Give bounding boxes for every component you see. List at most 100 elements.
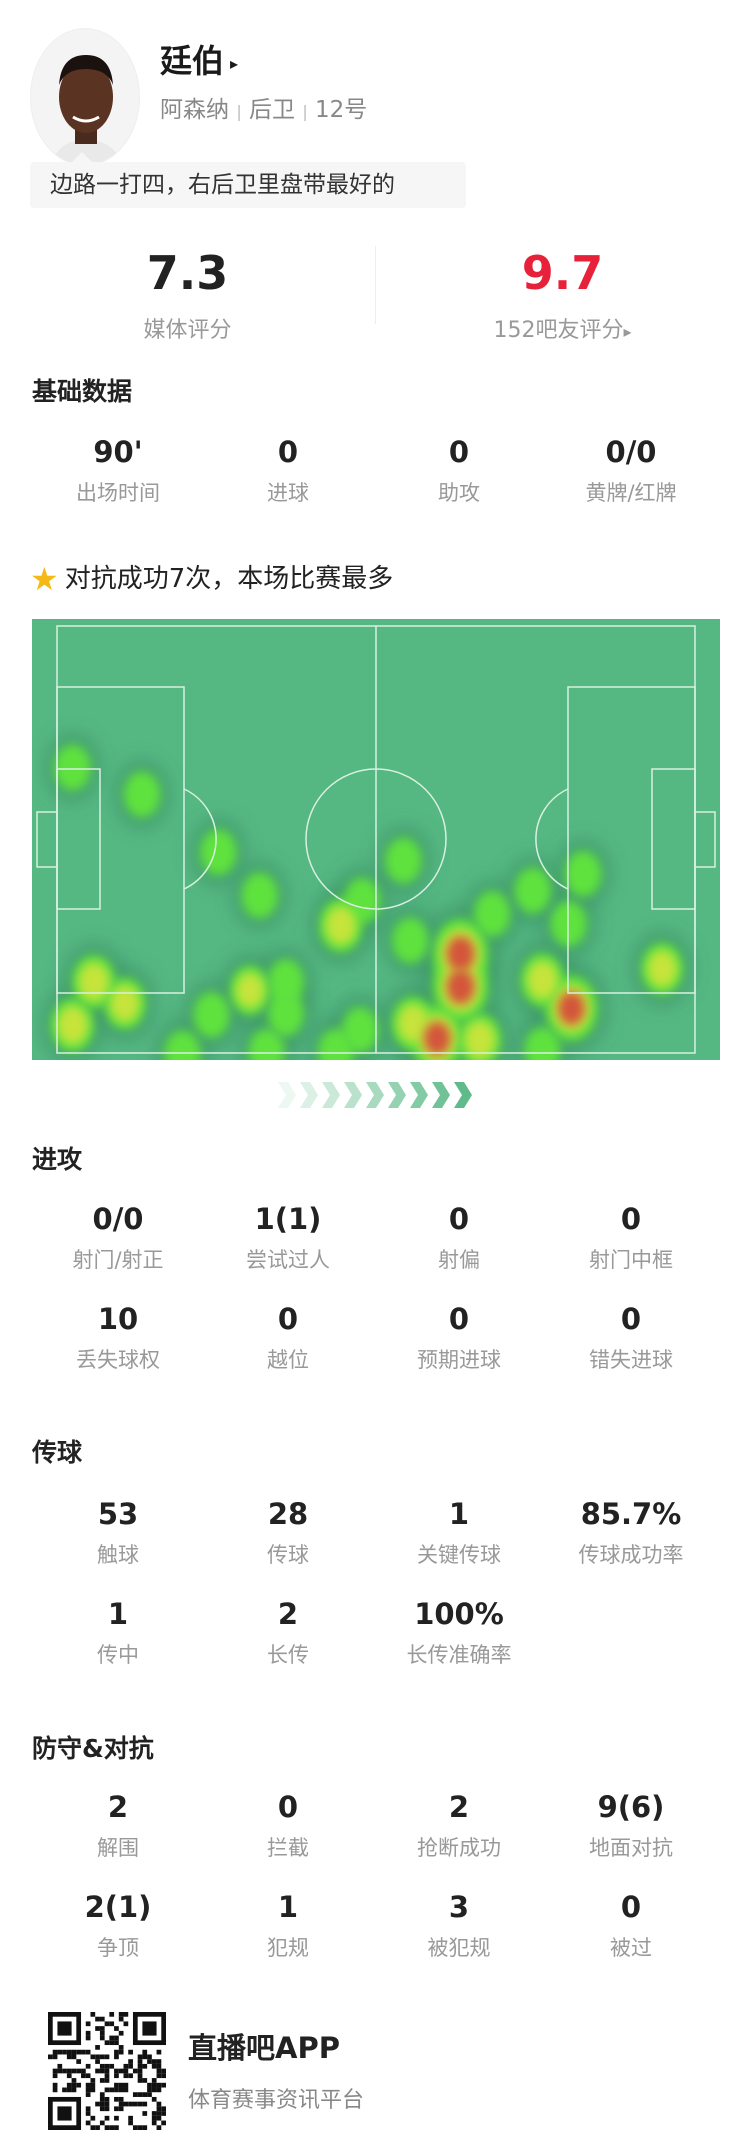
stat-label: 进球 xyxy=(267,481,309,505)
chevron-right-icon xyxy=(454,1082,472,1108)
heatmap-point xyxy=(110,985,140,1022)
player-avatar[interactable] xyxy=(30,28,140,166)
heatmap-point xyxy=(57,1006,88,1045)
player-name[interactable]: 廷伯 ▸ xyxy=(160,42,239,80)
media-rating-label: 媒体评分 xyxy=(143,318,232,343)
heatmap-point xyxy=(241,872,279,919)
heatmap-point xyxy=(236,972,265,1008)
shirt-number: 12号 xyxy=(315,97,368,123)
heatmap-point xyxy=(446,969,475,1005)
section-title-defense: 防守&对抗 xyxy=(32,1734,154,1763)
stat-value: 0 xyxy=(277,1302,299,1336)
brand-tagline: 体育赛事资讯平台 xyxy=(188,2088,365,2113)
heatmap-point xyxy=(78,962,110,1001)
stat-label: 传球 xyxy=(267,1543,309,1567)
chevron-right-icon xyxy=(300,1082,318,1108)
heatmap-point xyxy=(527,961,558,1000)
stat-label: 射偏 xyxy=(438,1248,480,1272)
stat-label: 丢失球权 xyxy=(76,1348,160,1372)
stat-label: 抢断成功 xyxy=(417,1836,501,1860)
stat-value: 10 xyxy=(97,1302,139,1336)
qr-code[interactable] xyxy=(48,2012,166,2130)
heatmap-point xyxy=(200,829,237,876)
stat-value: 0 xyxy=(277,1790,299,1824)
fan-rating-label: 152吧友评分 xyxy=(493,318,624,343)
heatmap-point xyxy=(325,906,357,945)
fan-rating-link[interactable]: 152吧友评分▸ xyxy=(375,312,750,344)
stat-label: 犯规 xyxy=(267,1936,309,1960)
highlight-text: 对抗成功7次，本场比赛最多 xyxy=(64,564,394,594)
stat-label: 射门/射正 xyxy=(72,1248,164,1272)
arrow-right-icon: ▸ xyxy=(230,53,239,73)
star-icon: ★ xyxy=(30,560,59,598)
heatmap-point xyxy=(193,992,230,1039)
stat-label: 被过 xyxy=(610,1936,652,1960)
stat-value: 2 xyxy=(107,1790,129,1824)
stat-label: 触球 xyxy=(97,1543,139,1567)
stat-value: 0 xyxy=(620,1302,642,1336)
heatmap-point xyxy=(473,891,511,938)
stat-value: 3 xyxy=(448,1890,470,1924)
heatmap-pitch xyxy=(32,619,720,1060)
stat-value: 0/0 xyxy=(605,435,657,469)
stat-value: 9(6) xyxy=(597,1790,665,1824)
stat-value: 0 xyxy=(448,1302,470,1336)
section-title-attack: 进攻 xyxy=(32,1145,83,1174)
media-rating-value: 7.3 xyxy=(146,246,229,300)
stat-value: 1 xyxy=(448,1497,470,1531)
heatmap-point xyxy=(524,1026,561,1060)
stat-label: 射门中框 xyxy=(589,1248,673,1272)
stat-value: 0 xyxy=(448,435,470,469)
stat-label: 关键传球 xyxy=(417,1543,501,1567)
stat-label: 地面对抗 xyxy=(589,1836,673,1860)
heatmap-point xyxy=(514,867,552,914)
stat-value: 53 xyxy=(97,1497,139,1531)
heatmap-point xyxy=(647,950,677,987)
stat-value: 2(1) xyxy=(84,1890,152,1924)
heatmap-point xyxy=(385,837,422,884)
stat-value: 1 xyxy=(107,1597,129,1631)
stat-label: 解围 xyxy=(97,1836,139,1860)
heatmap-point xyxy=(558,991,585,1026)
heatmap-point xyxy=(446,936,475,972)
highlight-banner: ★ 对抗成功7次，本场比赛最多 xyxy=(30,558,393,598)
stat-value: 85.7% xyxy=(580,1497,682,1531)
heatmap-point xyxy=(397,1004,429,1043)
stat-value: 0 xyxy=(620,1890,642,1924)
stat-label: 被犯规 xyxy=(427,1936,491,1960)
heatmap-point xyxy=(343,877,381,924)
heatmap-point xyxy=(123,771,161,818)
attack-direction-arrows xyxy=(276,1080,474,1110)
stat-label: 传中 xyxy=(97,1643,139,1667)
stat-value: 0 xyxy=(277,435,299,469)
divider xyxy=(375,246,376,324)
stat-label: 尝试过人 xyxy=(246,1248,330,1272)
section-title-passing: 传球 xyxy=(32,1438,83,1467)
stat-value: 2 xyxy=(448,1790,470,1824)
stat-value: 0 xyxy=(448,1202,470,1236)
chevron-right-icon xyxy=(432,1082,450,1108)
comment-bubble: 边路一打四，右后卫里盘带最好的 xyxy=(30,152,466,208)
arrow-right-icon: ▸ xyxy=(623,322,632,341)
brand-name: 直播吧APP xyxy=(188,2031,340,2065)
stat-value: 0/0 xyxy=(92,1202,144,1236)
stat-value: 1(1) xyxy=(254,1202,322,1236)
heatmap-point xyxy=(267,958,305,1005)
stat-value: 0 xyxy=(620,1202,642,1236)
stat-value: 28 xyxy=(267,1497,309,1531)
chevron-right-icon xyxy=(410,1082,428,1108)
chevron-right-icon xyxy=(388,1082,406,1108)
chevron-right-icon xyxy=(366,1082,384,1108)
heatmap-point xyxy=(248,1028,286,1060)
stat-label: 预期进球 xyxy=(417,1348,501,1372)
stat-label: 错失进球 xyxy=(589,1348,673,1372)
stat-label: 出场时间 xyxy=(76,481,160,505)
heatmap-point xyxy=(423,1021,451,1056)
stat-label: 传球成功率 xyxy=(578,1543,684,1567)
chevron-right-icon xyxy=(344,1082,362,1108)
stat-label: 长传 xyxy=(267,1643,309,1667)
stat-value: 2 xyxy=(277,1597,299,1631)
heatmap-point xyxy=(54,744,91,791)
stat-value: 100% xyxy=(414,1597,504,1631)
stat-label: 长传准确率 xyxy=(406,1643,512,1667)
